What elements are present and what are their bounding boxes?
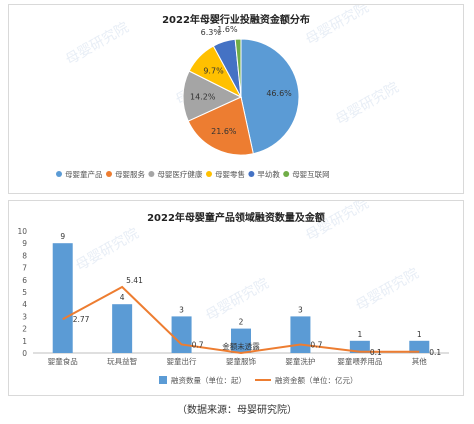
legend-label: 融资数量（单位：起） (171, 375, 246, 385)
legend-label: 母婴服务 (115, 169, 145, 179)
bar-value-label: 2 (239, 318, 244, 327)
legend-label: 母婴互联网 (292, 170, 330, 179)
y-tick-label: 4 (22, 300, 27, 309)
bar (290, 316, 311, 353)
combo-chart-title: 2022年母婴童产品领域融资数量及金额 (147, 211, 325, 224)
legend-label: 母婴童产品 (65, 169, 103, 179)
watermark-text: 母婴研究院 (333, 80, 402, 129)
bar-value-label: 3 (179, 305, 184, 314)
y-tick-label: 6 (22, 276, 27, 285)
bar (112, 304, 133, 353)
y-tick-label: 9 (22, 239, 27, 248)
y-tick-label: 7 (22, 264, 27, 273)
pie-slice-label: 1.6% (217, 25, 238, 34)
bar-value-label: 4 (120, 293, 125, 302)
x-tick-label: 婴童出行 (167, 356, 197, 366)
combo-chart: 母婴研究院母婴研究院母婴研究院母婴研究院2022年母婴童产品领域融资数量及金额0… (17, 196, 449, 385)
y-tick-label: 10 (17, 227, 27, 236)
pie-slice-label: 21.6% (211, 127, 237, 136)
y-tick-label: 8 (22, 251, 27, 260)
pie-slice (182, 70, 243, 122)
pie-slice-label: 14.2% (190, 92, 216, 101)
pie-chart-panel: 母婴研究院母婴研究院母婴研究院母婴研究院2022年母婴行业投融资金额分布46.6… (8, 0, 464, 194)
bar-value-label: 1 (417, 330, 422, 339)
x-tick-label: 婴童喂养用品 (337, 356, 382, 366)
legend-marker (283, 171, 290, 177)
pie-slice-label: 46.6% (266, 89, 292, 98)
line-value-label: 0.7 (192, 340, 204, 349)
line-value-label: 0.7 (310, 340, 322, 349)
bar (171, 316, 192, 353)
x-tick-label: 其他 (412, 356, 427, 366)
legend-label: 早幼教 (257, 169, 280, 179)
legend-label: 母婴零售 (215, 169, 245, 179)
pie-chart-title: 2022年母婴行业投融资金额分布 (162, 13, 310, 26)
line-series (62, 285, 420, 355)
line-value-label: 2.77 (73, 315, 90, 324)
bar (409, 340, 430, 353)
watermark-text: 母婴研究院 (303, 5, 372, 48)
pie-slice (187, 96, 254, 156)
legend-marker (106, 171, 112, 177)
legend-marker (56, 171, 62, 177)
pie-slice (240, 38, 300, 155)
watermark-text: 母婴研究院 (63, 20, 132, 69)
x-tick-label: 玩具益智 (107, 356, 137, 366)
watermark-text: 母婴研究院 (353, 266, 422, 315)
bar (349, 340, 370, 353)
x-tick-label: 婴童服饰 (226, 356, 256, 366)
bar-value-label: 1 (357, 330, 362, 339)
legend-label: 母婴医疗健康 (157, 169, 202, 179)
combo-chart-panel: 母婴研究院 母婴研究院 母婴研究院 母婴研究院 2022年母婴童产品领域融资数量及金额 0… (8, 196, 464, 396)
y-tick-label: 3 (22, 312, 27, 321)
bar (231, 328, 251, 353)
x-tick-label: 婴童食品 (48, 356, 78, 366)
x-tick-label: 婴童洗护 (285, 356, 315, 366)
y-tick-label: 1 (22, 337, 27, 346)
pie-chart: 母婴研究院母婴研究院母婴研究院母婴研究院2022年母婴行业投融资金额分布46.6… (56, 0, 402, 179)
pie-slice (234, 38, 242, 98)
legend-marker (206, 171, 212, 177)
watermark-text: 母婴研究院 (73, 226, 142, 275)
pie-slice-label: 9.7% (203, 66, 224, 75)
line-value-label: 0.1 (370, 348, 382, 357)
legend-marker-bar (159, 376, 167, 384)
bar-value-label: 9 (60, 232, 65, 241)
y-tick-label: 5 (22, 288, 27, 297)
pie-slice-label: 6.3% (201, 28, 222, 37)
watermark-text: 母婴研究院 (203, 276, 272, 325)
legend-marker (148, 171, 155, 177)
y-tick-label: 2 (22, 325, 27, 334)
legend-label: 融资金额（单位：亿元） (275, 375, 358, 385)
line-value-label: 5.41 (126, 276, 143, 285)
line-value-label: 金额未透露 (222, 341, 260, 351)
y-tick-label: 0 (22, 349, 27, 358)
source-note: （数据来源：母婴研究院） (177, 405, 297, 416)
bar (52, 243, 73, 353)
bar-value-label: 3 (298, 305, 303, 314)
legend-marker (248, 171, 255, 177)
line-value-label: 0.1 (429, 348, 441, 357)
